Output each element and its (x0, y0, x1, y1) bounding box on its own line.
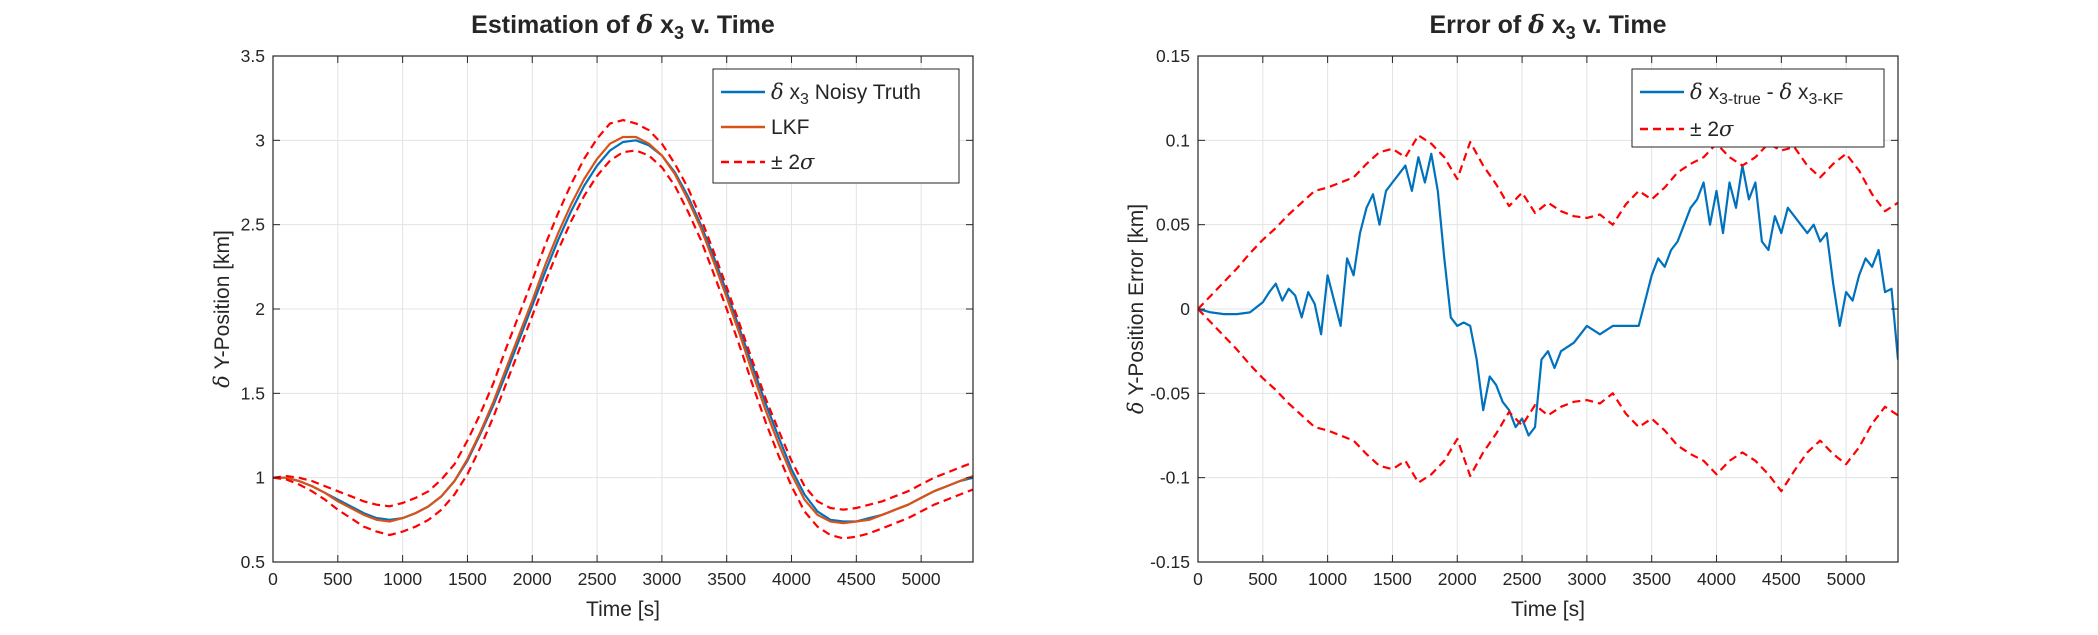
y-axis-label: δ Y-Position [km] (210, 230, 234, 388)
x-tick-label: 0 (268, 569, 278, 589)
legend: δ x3-true - δ x3-KF ± 2σ (1631, 68, 1885, 148)
x-tick-label: 2000 (1438, 569, 1477, 589)
series-line-upper (273, 118, 973, 511)
x-tick-label: 1000 (1308, 569, 1347, 589)
chart-panel-1: 0 500 1000 1500 2000 2500 3000 3500 4000 4500 5000… (210, 10, 974, 621)
y-tick-label: -0.15 (1150, 552, 1190, 572)
x-tick-label: 2500 (578, 569, 617, 589)
y-tick-label: 2 (255, 299, 265, 319)
series-group (1198, 134, 1898, 493)
x-axis-label: Time [s] (1511, 598, 1585, 621)
x-tick-label: 2000 (513, 569, 552, 589)
x-tick-label: 3000 (1567, 569, 1606, 589)
x-tick-label: 4000 (1697, 569, 1736, 589)
legend: δ x3 Noisy Truth LKF ± 2σ (712, 68, 960, 184)
y-tick-label: 3 (255, 130, 265, 150)
chart-title: Estimation of δ x3 v. Time (471, 10, 775, 43)
chart-panel-2: 0 500 1000 1500 2000 2500 3000 3500 4000 4500 5000… (1124, 10, 1899, 621)
series-line-lower (273, 149, 973, 540)
chart-title: Error of δ x3 v. Time (1430, 10, 1667, 43)
y-tick-label: 3.5 (241, 46, 265, 66)
y-tick-label: 0 (1180, 299, 1190, 319)
legend-entry-1: δ x3 Noisy Truth (771, 80, 921, 108)
y-tick-label: -0.1 (1160, 468, 1190, 488)
x-tick-label: 4500 (1762, 569, 1801, 589)
x-tick-label: 500 (323, 569, 352, 589)
legend-entry-2: ± 2σ (1690, 117, 1734, 141)
y-tick-label: 0.05 (1156, 215, 1190, 235)
x-tick-label: 0 (1193, 569, 1203, 589)
x-tick-label: 5000 (902, 569, 941, 589)
x-tick-label: 1000 (383, 569, 422, 589)
series-group (273, 118, 973, 540)
x-tick-label: 1500 (1373, 569, 1412, 589)
y-tick-label: 1.5 (241, 383, 265, 403)
y-tick-label: 0.15 (1156, 46, 1190, 66)
y-axis-label: δ Y-Position Error [km] (1124, 204, 1148, 414)
x-tick-label: 3000 (642, 569, 681, 589)
y-tick-label: 2.5 (241, 215, 265, 235)
y-tick-label: 1 (255, 468, 265, 488)
y-tick-label: 0.1 (1166, 130, 1190, 150)
legend-box (1631, 68, 1885, 148)
x-tick-label: 3500 (1632, 569, 1671, 589)
legend-entry-2: LKF (771, 116, 810, 139)
y-tick-label: -0.05 (1150, 383, 1190, 403)
series-line-lkf (273, 135, 973, 525)
x-axis-label: Time [s] (586, 598, 660, 621)
series-line-error (1198, 152, 1898, 437)
x-tick-label: 5000 (1827, 569, 1866, 589)
x-tick-label: 4000 (772, 569, 811, 589)
series-line-lower (1198, 308, 1898, 493)
x-tick-label: 4500 (837, 569, 876, 589)
y-tick-label: 0.5 (241, 552, 265, 572)
x-tick-label: 2500 (1503, 569, 1542, 589)
x-tick-label: 500 (1248, 569, 1277, 589)
x-tick-label: 3500 (707, 569, 746, 589)
legend-entry-1: δ x3-true - δ x3-KF (1690, 80, 1843, 108)
x-tick-label: 1500 (448, 569, 487, 589)
legend-entry-3: ± 2σ (771, 150, 815, 174)
